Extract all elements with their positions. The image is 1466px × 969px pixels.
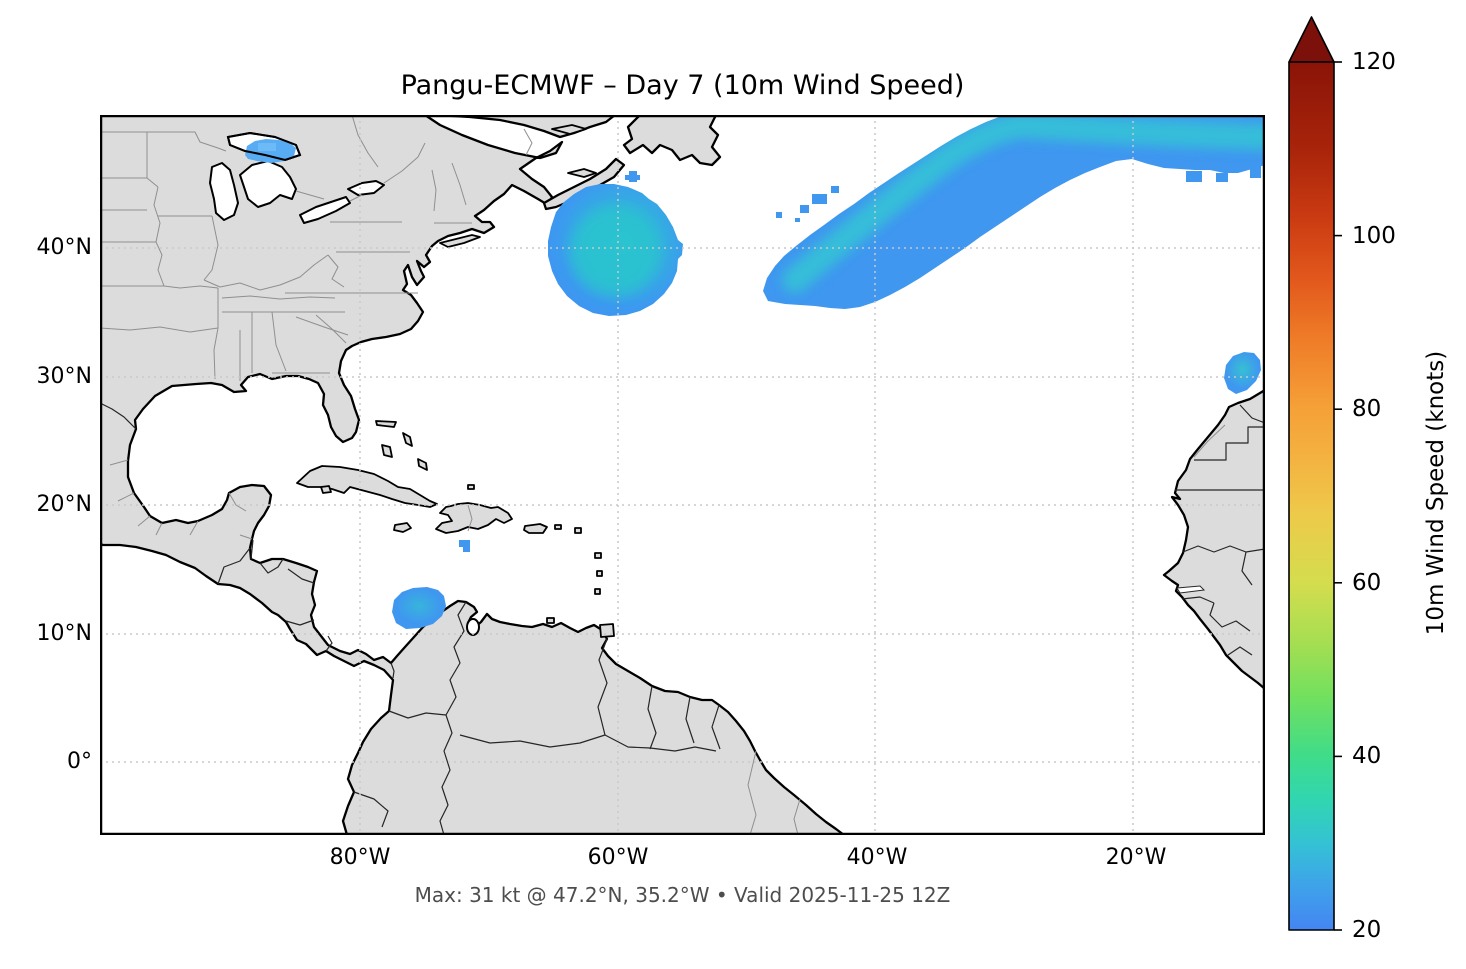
cbar-tick-80: 80: [1352, 396, 1382, 422]
colorbar-svg: [1288, 16, 1342, 931]
jamaica: [393, 522, 412, 533]
grand-bahama: [375, 420, 397, 428]
hispaniola: [435, 502, 513, 534]
y-tick-40n: 40°N: [36, 235, 92, 260]
y-tick-30n: 30°N: [36, 364, 92, 389]
y-tick-0: 0°: [67, 749, 92, 774]
martinique: [596, 570, 603, 577]
wind-patch-colombia: [392, 587, 446, 629]
puerto-rico: [523, 523, 548, 534]
andros: [381, 444, 393, 458]
trinidad: [599, 623, 615, 638]
guadeloupe: [594, 552, 602, 559]
margarita: [546, 617, 555, 624]
cbar-tick-120: 120: [1352, 49, 1396, 75]
americas-mainland: [100, 115, 846, 835]
wind-patch-lake-superior: [245, 139, 296, 163]
plot-border: [100, 115, 1265, 835]
cbar-tick-100: 100: [1352, 223, 1396, 249]
wind-patch-storm-band: [763, 115, 1265, 309]
turks: [467, 484, 475, 490]
caribbean-islands: [296, 420, 615, 638]
anticosti-island: [551, 124, 587, 135]
colorbar: [1286, 12, 1350, 942]
colorbar-extend-arrow: [1288, 16, 1335, 63]
west-africa: [1162, 388, 1265, 691]
lake-erie: [299, 196, 351, 224]
x-tick-40w: 40°W: [846, 845, 908, 870]
state-borders: [100, 115, 1226, 835]
wind-isolated-cells: [459, 171, 640, 552]
y-tick-20n: 20°N: [36, 492, 92, 517]
long-island: [439, 234, 481, 248]
map-plot-area: [100, 115, 1265, 835]
long-island-bahamas: [417, 458, 428, 471]
cuba: [296, 465, 438, 508]
y-tick-10n: 10°N: [36, 621, 92, 646]
virgin-islands: [554, 524, 562, 530]
country-borders: [100, 402, 1265, 835]
grenada: [594, 588, 601, 595]
wind-speed-raster: [226, 115, 1265, 629]
nova-scotia: [542, 157, 626, 211]
wind-patch-morocco: [1224, 352, 1261, 394]
wind-band-edge-cells: [776, 165, 1261, 222]
cbar-tick-20: 20: [1352, 917, 1382, 943]
colorbar-gradient: [1289, 62, 1334, 930]
map-svg: [100, 115, 1265, 835]
cbar-tick-40: 40: [1352, 743, 1382, 769]
cbar-tick-60: 60: [1352, 570, 1382, 596]
gridlines: [100, 115, 1265, 835]
lake-michigan: [209, 162, 239, 221]
isle-of-youth: [320, 485, 332, 494]
lake-maracaibo: [466, 618, 480, 636]
eleuthera: [402, 432, 413, 447]
figure-caption: Max: 31 kt @ 47.2°N, 35.2°W • Valid 2025…: [414, 883, 951, 907]
x-tick-20w: 20°W: [1105, 845, 1167, 870]
gambia-inlet: [1176, 585, 1206, 594]
colorbar-ticks: [1334, 61, 1342, 931]
prince-edward-island: [567, 168, 597, 178]
x-tick-80w: 80°W: [329, 845, 391, 870]
lake-superior-outline: [226, 131, 302, 162]
newfoundland: [622, 115, 722, 167]
x-tick-60w: 60°W: [587, 845, 649, 870]
lake-ontario: [347, 180, 385, 196]
st-martin: [574, 527, 582, 534]
figure-title: Pangu-ECMWF – Day 7 (10m Wind Speed): [400, 70, 965, 101]
colorbar-axis-label: 10m Wind Speed (knots): [1423, 350, 1449, 636]
